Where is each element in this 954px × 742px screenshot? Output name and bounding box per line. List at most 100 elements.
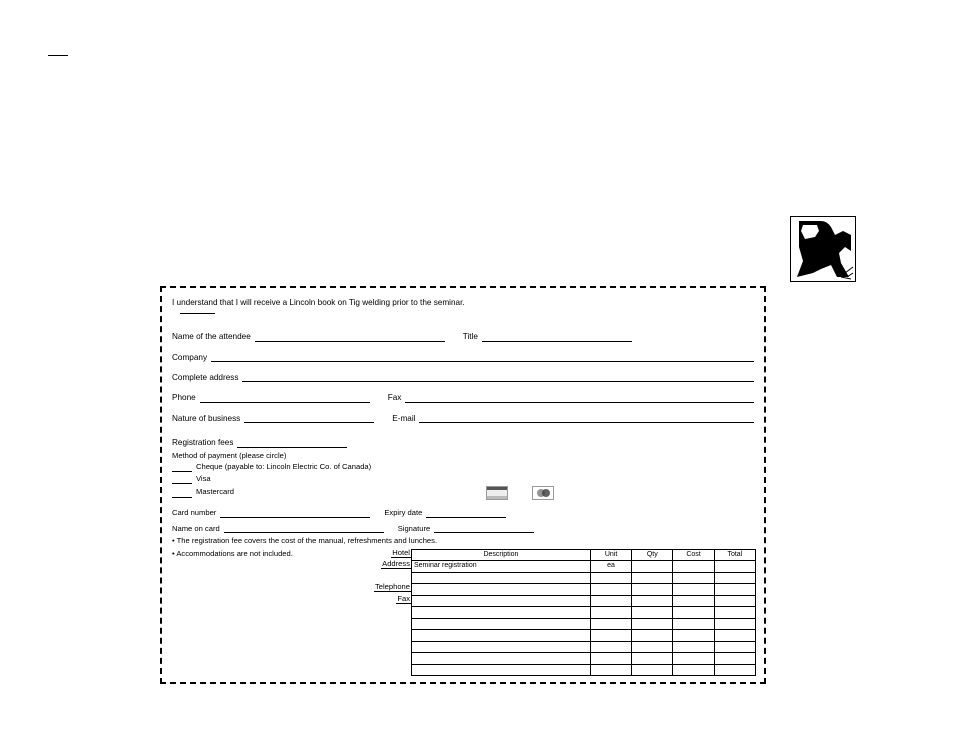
field-email[interactable] <box>419 413 754 423</box>
field-phone[interactable] <box>200 392 370 402</box>
table-row: Seminar registrationea <box>412 561 756 573</box>
visa-icon <box>486 486 508 500</box>
table-cell[interactable] <box>673 630 714 642</box>
lbl-company: Company <box>172 353 207 362</box>
opt-cheque[interactable] <box>172 462 192 472</box>
table-cell[interactable] <box>632 584 673 596</box>
table-cell[interactable] <box>673 572 714 584</box>
lbl-cardname: Name on card <box>172 525 220 534</box>
lbl-exp: Expiry date <box>384 509 422 518</box>
table-cell[interactable] <box>714 630 755 642</box>
lbl-name: Name of the attendee <box>172 332 251 341</box>
table-cell[interactable] <box>714 561 755 573</box>
table-cell[interactable] <box>590 618 631 630</box>
table-cell[interactable] <box>632 630 673 642</box>
lbl-hoteladdr: Address <box>381 559 411 569</box>
field-title[interactable] <box>482 331 632 341</box>
lbl-email: E-mail <box>392 414 415 423</box>
table-cell[interactable] <box>412 653 591 665</box>
field-company[interactable] <box>211 352 754 362</box>
table-header: Description Unit Qty Cost Total <box>412 549 756 561</box>
table-cell[interactable] <box>632 607 673 619</box>
table-row <box>412 630 756 642</box>
lbl-cardno: Card number <box>172 509 216 518</box>
lbl-phone: Phone <box>172 393 196 402</box>
welder-icon <box>790 216 856 282</box>
table-row <box>412 653 756 665</box>
lbl-fax: Fax <box>388 393 402 402</box>
table-row <box>412 595 756 607</box>
table-cell[interactable] <box>412 618 591 630</box>
lbl-hoteltel: Telephone <box>374 582 411 592</box>
table-cell[interactable] <box>590 595 631 607</box>
field-cardno[interactable] <box>220 508 370 518</box>
table-cell[interactable] <box>590 653 631 665</box>
table-cell[interactable] <box>590 584 631 596</box>
lbl-biz: Nature of business <box>172 414 240 423</box>
lbl-regfee: Registration fees <box>172 438 233 447</box>
table-cell[interactable] <box>673 653 714 665</box>
table-cell[interactable] <box>673 607 714 619</box>
th-desc: Description <box>412 549 591 561</box>
field-fax[interactable] <box>405 392 754 402</box>
lbl-mc: Mastercard <box>196 488 234 497</box>
book-line <box>172 308 215 317</box>
table-cell[interactable] <box>412 572 591 584</box>
table-cell[interactable] <box>673 561 714 573</box>
hotel-labels: Hotel Address Telephone Fax <box>374 547 411 674</box>
opt-visa[interactable] <box>172 474 192 484</box>
table-cell[interactable] <box>412 595 591 607</box>
table-cell[interactable] <box>714 572 755 584</box>
registration-form: I understand that I will receive a Linco… <box>160 286 766 684</box>
th-unit: Unit <box>590 549 631 561</box>
table-cell[interactable] <box>673 618 714 630</box>
lbl-cheque: Cheque (payable to: Lincoln Electric Co.… <box>196 463 371 472</box>
table-cell[interactable] <box>714 641 755 653</box>
table-cell[interactable] <box>714 584 755 596</box>
table-cell[interactable] <box>590 607 631 619</box>
table-cell[interactable] <box>673 584 714 596</box>
table-cell[interactable] <box>412 664 591 676</box>
table-cell[interactable] <box>632 595 673 607</box>
table-cell[interactable] <box>714 618 755 630</box>
table-row <box>412 572 756 584</box>
table-cell[interactable] <box>632 641 673 653</box>
opt-mc[interactable] <box>172 488 192 498</box>
table-cell[interactable] <box>412 630 591 642</box>
field-sig[interactable] <box>434 524 534 534</box>
field-exp[interactable] <box>426 508 506 518</box>
mastercard-icon <box>532 486 554 500</box>
field-regfee[interactable] <box>237 437 347 447</box>
table-cell[interactable]: ea <box>590 561 631 573</box>
table-cell[interactable] <box>590 630 631 642</box>
table-cell[interactable] <box>632 653 673 665</box>
field-name[interactable] <box>255 331 445 341</box>
order-table-wrap: Description Unit Qty Cost Total Seminar … <box>411 549 756 677</box>
field-biz[interactable] <box>244 413 374 423</box>
table-cell[interactable] <box>673 664 714 676</box>
table-cell[interactable] <box>714 664 755 676</box>
table-cell[interactable] <box>632 664 673 676</box>
table-cell[interactable] <box>673 595 714 607</box>
table-cell[interactable] <box>412 584 591 596</box>
table-cell[interactable] <box>632 618 673 630</box>
table-cell[interactable] <box>714 653 755 665</box>
field-address[interactable] <box>242 372 754 382</box>
table-row <box>412 641 756 653</box>
table-cell[interactable] <box>590 572 631 584</box>
table-cell[interactable] <box>412 641 591 653</box>
table-cell[interactable] <box>714 607 755 619</box>
th-total: Total <box>714 549 755 561</box>
table-row <box>412 618 756 630</box>
lbl-method: Method of payment (please circle) <box>172 452 286 461</box>
table-cell[interactable] <box>632 561 673 573</box>
table-cell[interactable] <box>590 664 631 676</box>
table-cell[interactable]: Seminar registration <box>412 561 591 573</box>
field-cardname[interactable] <box>224 524 384 534</box>
table-cell[interactable] <box>714 595 755 607</box>
th-qty: Qty <box>632 549 673 561</box>
table-cell[interactable] <box>673 641 714 653</box>
table-cell[interactable] <box>590 641 631 653</box>
table-cell[interactable] <box>632 572 673 584</box>
table-cell[interactable] <box>412 607 591 619</box>
